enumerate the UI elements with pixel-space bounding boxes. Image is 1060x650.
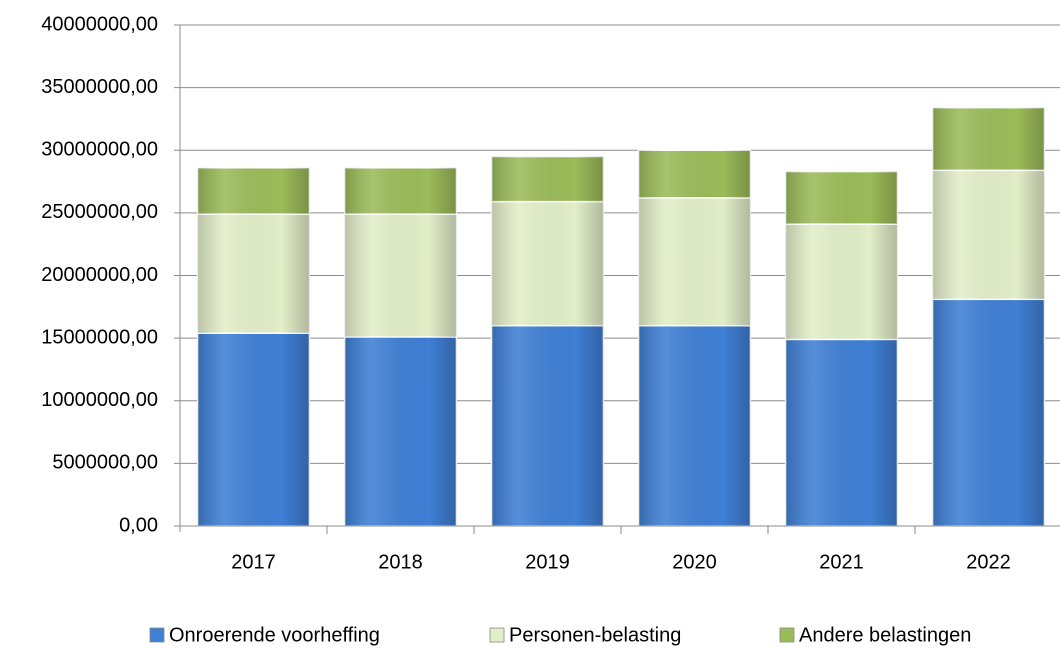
y-tick-label: 10000000,00: [41, 389, 158, 411]
y-tick-label: 0,00: [119, 514, 158, 536]
y-tick-label: 35000000,00: [41, 76, 158, 98]
y-tick-label: 40000000,00: [41, 13, 158, 35]
y-tick-label: 25000000,00: [41, 201, 158, 223]
bar-shade: [785, 171, 898, 225]
x-tick-label: 2020: [672, 551, 717, 573]
y-tick-label: 5000000,00: [52, 452, 158, 474]
legend-marker: [489, 627, 505, 643]
x-tick-label: 2022: [966, 551, 1011, 573]
x-tick-label: 2019: [525, 551, 570, 573]
bar-shade: [932, 107, 1045, 171]
y-tick-label: 30000000,00: [41, 139, 158, 161]
bar-shade: [932, 299, 1045, 526]
x-tick-label: 2017: [231, 551, 276, 573]
bar-shade: [491, 201, 604, 326]
bar-shade: [344, 336, 457, 526]
bar-shade: [638, 325, 751, 526]
bar-shade: [491, 156, 604, 202]
bar-shade: [785, 339, 898, 526]
legend-label: Personen-belasting: [509, 624, 681, 646]
x-tick-label: 2018: [378, 551, 423, 573]
x-tick-label: 2021: [819, 551, 864, 573]
bar-shade: [932, 170, 1045, 300]
bar-shade: [785, 224, 898, 340]
bar-shade: [638, 197, 751, 326]
bar-shade: [491, 325, 604, 526]
bar-shade: [638, 150, 751, 198]
legend-label: Onroerende voorheffing: [169, 624, 380, 646]
legend-marker: [779, 627, 795, 643]
bar-shade: [197, 333, 310, 526]
legend-marker: [149, 627, 165, 643]
bar-shade: [197, 214, 310, 334]
bar-shade: [344, 167, 457, 215]
y-tick-label: 20000000,00: [41, 264, 158, 286]
legend-label: Andere belastingen: [799, 624, 971, 646]
bar-shade: [344, 214, 457, 337]
bar-shade: [197, 167, 310, 215]
y-tick-label: 15000000,00: [41, 326, 158, 348]
